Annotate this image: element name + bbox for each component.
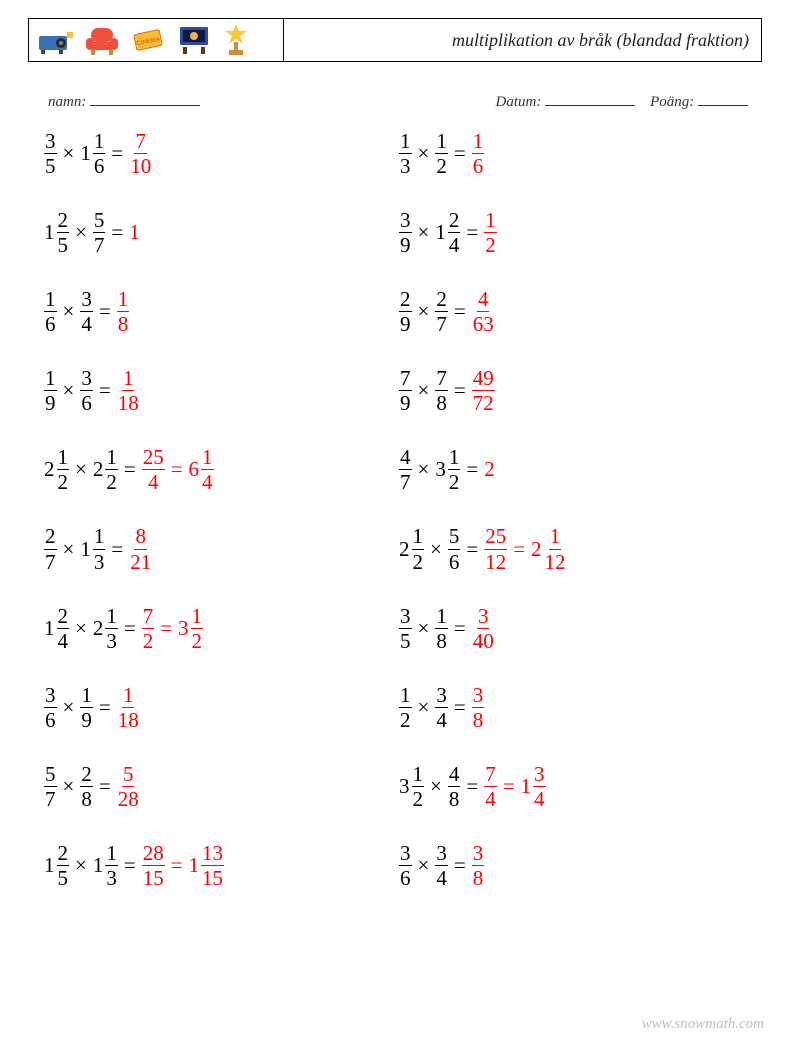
- equation-row: 312×48=74=134: [399, 763, 754, 810]
- date-blank: [545, 90, 635, 106]
- watermark: www.snowmath.com: [642, 1016, 764, 1033]
- projector-icon: [37, 24, 75, 56]
- score-blank: [698, 90, 748, 106]
- equation-row: 16×34=18: [44, 288, 399, 335]
- equation-row: 29×27=463: [399, 288, 754, 335]
- equation-row: 35×116=710: [44, 130, 399, 177]
- equation-row: 13×12=16: [399, 130, 754, 177]
- equation-row: 36×34=38: [399, 842, 754, 889]
- equation-row: 125×113=2815=11315: [44, 842, 399, 889]
- equation-row: 124×213=72=312: [44, 605, 399, 652]
- name-label: namn:: [48, 94, 86, 110]
- screen-icon: [175, 24, 213, 56]
- equation-row: 125×57=1: [44, 209, 399, 256]
- sofa-icon: [83, 24, 121, 56]
- date-label: Datum:: [496, 94, 542, 110]
- header-box: CINEMA multiplikation av bråk (blandad f…: [28, 18, 762, 62]
- equation-row: 39×124=12: [399, 209, 754, 256]
- worksheet-title: multiplikation av bråk (blandad fraktion…: [284, 30, 761, 51]
- trophy-icon: [221, 23, 251, 57]
- header-icons: CINEMA: [29, 19, 284, 61]
- equation-row: 35×18=340: [399, 605, 754, 652]
- equation-row: 79×78=4972: [399, 367, 754, 414]
- equation-row: 12×34=38: [399, 684, 754, 731]
- name-blank: [90, 90, 200, 106]
- equation-row: 47×312=2: [399, 446, 754, 493]
- equation-row: 19×36=118: [44, 367, 399, 414]
- ticket-icon: CINEMA: [129, 24, 167, 56]
- info-line: namn: Datum: Poäng:: [48, 90, 748, 111]
- equation-row: 57×28=528: [44, 763, 399, 810]
- equation-row: 36×19=118: [44, 684, 399, 731]
- equation-row: 212×212=254=614: [44, 446, 399, 493]
- problems-area: 35×116=710 125×57=1 16×34=18 19×36=118 212×2…: [44, 130, 754, 889]
- equation-row: 27×113=821: [44, 525, 399, 572]
- problems-column-right: 13×12=16 39×124=12 29×27=463 79×78=4972 47×3…: [399, 130, 754, 889]
- score-label: Poäng:: [650, 94, 694, 110]
- equation-row: 212×56=2512=2112: [399, 525, 754, 572]
- problems-column-left: 35×116=710 125×57=1 16×34=18 19×36=118 212×2…: [44, 130, 399, 889]
